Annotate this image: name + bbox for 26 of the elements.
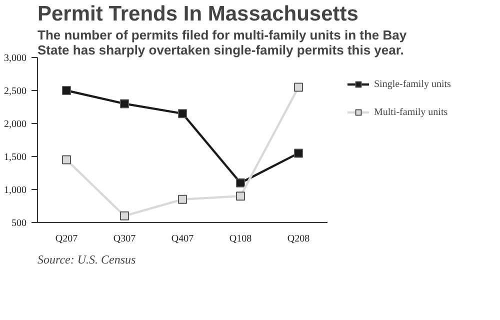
x-tick-label: Q407 — [171, 234, 194, 244]
point — [236, 192, 245, 201]
point — [178, 109, 187, 118]
point — [120, 99, 129, 108]
x-tick-label: Q307 — [113, 234, 136, 244]
legend-label: Single-family units — [374, 78, 451, 90]
point — [62, 86, 71, 95]
x-tick-label: Q207 — [55, 234, 78, 244]
y-tick-label: 2,000 — [4, 119, 26, 130]
y-tick-label: 1,500 — [4, 152, 26, 163]
x-tick-label: Q208 — [287, 234, 310, 244]
y-tick-label: 3,000 — [4, 53, 26, 64]
y-tick-label: 2,500 — [4, 86, 26, 97]
y-tick-label: 500 — [12, 218, 26, 229]
source-note: Source: U.S. Census — [38, 252, 136, 266]
point — [294, 148, 303, 158]
x-tick-label: Q108 — [229, 234, 252, 244]
point — [178, 194, 187, 204]
chart-title: Permit Trends In Massachusetts — [38, 2, 358, 26]
point — [120, 211, 129, 220]
point — [294, 82, 303, 92]
point — [236, 178, 245, 188]
legend-label: Multi-family units — [374, 106, 448, 118]
y-tick-label: 1,000 — [4, 185, 26, 196]
point — [62, 155, 71, 164]
chart-subtitle: The number of permits filed for multi-family units in the Bay State has sharply overtaken single-family permits this year. — [38, 28, 408, 58]
